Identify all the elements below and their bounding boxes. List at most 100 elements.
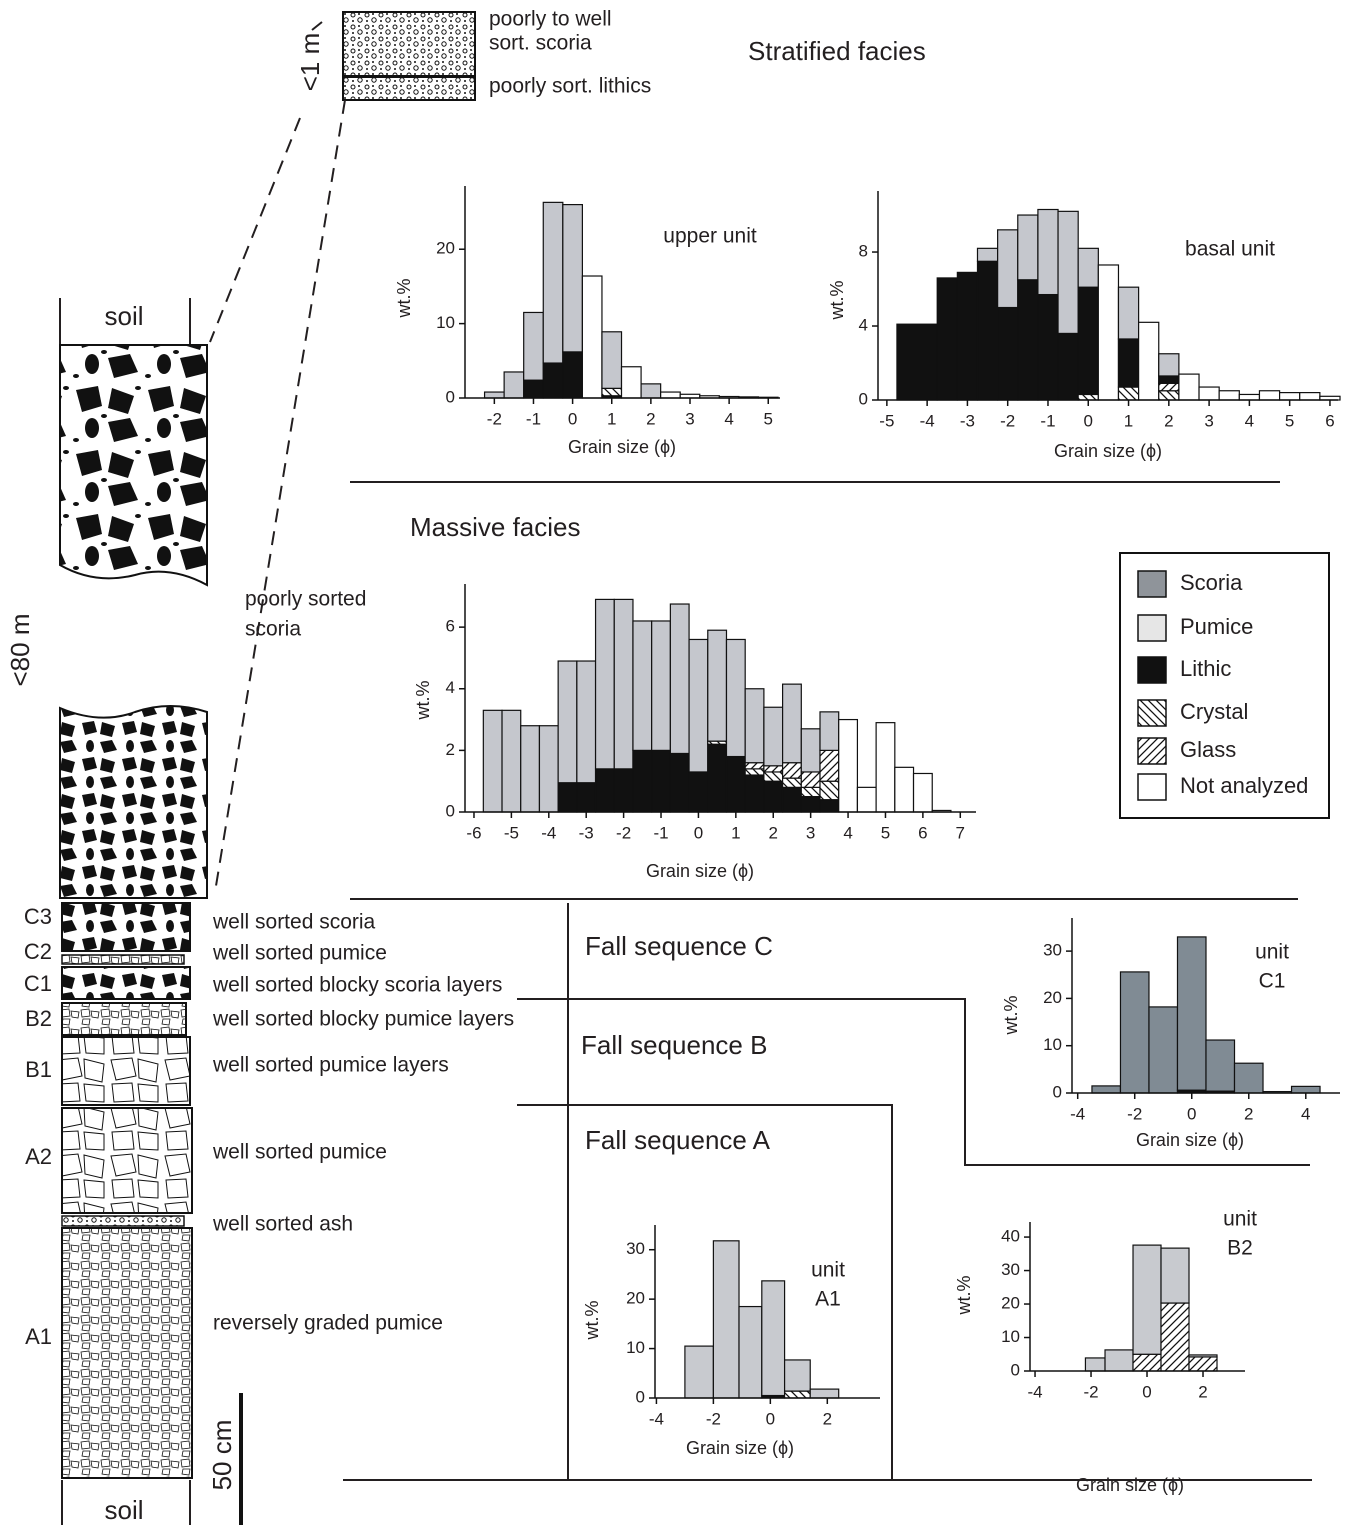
bar-segment [1057, 210, 1079, 335]
x-tick-label: -4 [920, 411, 935, 430]
column-layer [61, 1002, 187, 1036]
bar-segment [1299, 392, 1321, 401]
y-tick-label: 10 [626, 1338, 645, 1357]
bar-segment [976, 260, 999, 401]
y-tick-label: 0 [859, 389, 868, 408]
column-layer [61, 954, 185, 965]
x-tick-label: 0 [1187, 1104, 1196, 1123]
y-tick-label: 0 [1053, 1082, 1062, 1101]
column-thickness: <80 m [5, 614, 35, 687]
y-tick-label: 2 [446, 740, 455, 759]
section-title: Fall sequence A [585, 1125, 771, 1155]
bar-segment [557, 782, 578, 813]
inset-label: poorly sort. lithics [489, 75, 651, 98]
unit-label: B2 [25, 1006, 52, 1031]
x-tick-label: -2 [1127, 1104, 1142, 1123]
bar-segment [632, 620, 653, 751]
section-title: Stratified facies [748, 36, 926, 66]
chart-title: A1 [815, 1288, 841, 1311]
column-layer [59, 705, 208, 899]
x-tick-label: -5 [504, 823, 519, 842]
bar-segment [763, 780, 784, 813]
bar-segment [1198, 386, 1220, 401]
x-tick-label: 2 [1198, 1382, 1207, 1401]
bar-segment [1158, 390, 1180, 401]
column-layer [61, 1036, 191, 1106]
bar-segment [594, 598, 615, 770]
x-tick-label: 2 [1164, 411, 1173, 430]
bar-segment [1176, 936, 1207, 1091]
y-tick-label: 20 [436, 239, 455, 258]
y-tick-label: 10 [436, 313, 455, 332]
x-tick-label: 1 [731, 823, 740, 842]
bar-segment [1160, 1302, 1190, 1372]
bar-segment [783, 1390, 811, 1399]
bar-segment [542, 362, 564, 399]
legend-swatch [1137, 570, 1167, 598]
y-tick-label: 8 [859, 242, 868, 261]
x-tick-label: 6 [918, 823, 927, 842]
bar-segment [523, 379, 544, 399]
y-tick-label: 30 [1001, 1260, 1020, 1279]
bar-segment [1037, 293, 1059, 401]
column-edge [61, 1480, 191, 1525]
y-tick-label: 20 [1001, 1294, 1020, 1313]
x-tick-label: 3 [1204, 411, 1213, 430]
x-axis-label: Grain size (ϕ) [1076, 1475, 1184, 1495]
bar-segment [620, 366, 642, 399]
inset-label: sort. scoria [489, 32, 592, 55]
y-tick-label: 30 [626, 1239, 645, 1258]
y-axis-label: wt.% [954, 1275, 974, 1315]
column-layer [61, 1215, 185, 1227]
bar-segment [1178, 373, 1200, 401]
bar-segment [601, 387, 623, 397]
x-tick-label: -2 [616, 823, 631, 842]
x-tick-label: 0 [568, 409, 577, 428]
bar-segment [809, 1388, 840, 1399]
bar-segment [738, 1305, 763, 1399]
x-tick-label: 5 [881, 823, 890, 842]
column-layer [61, 1107, 193, 1214]
bar-segment [1132, 1353, 1162, 1372]
unit-label: C1 [24, 971, 52, 996]
bar-segment [1278, 392, 1301, 401]
bar-segment [1158, 375, 1180, 384]
section-title: Massive facies [410, 512, 581, 542]
bar-segment [651, 749, 671, 813]
bar-segment [763, 765, 784, 773]
legend-swatch [1137, 614, 1167, 642]
y-tick-label: 6 [446, 617, 455, 636]
leader-line [214, 99, 346, 893]
x-tick-label: 2 [646, 409, 655, 428]
bar-segment [1077, 286, 1099, 396]
y-tick-label: 0 [446, 801, 455, 820]
bar-segment [557, 660, 578, 784]
bar-segment [781, 683, 802, 764]
unit-description: well sorted scoria [212, 911, 376, 934]
y-axis-label: wt.% [413, 680, 433, 720]
bar-segment [581, 275, 603, 399]
column-layer [61, 902, 191, 952]
bar-segment [483, 391, 505, 399]
bar-segment [781, 777, 802, 788]
bar-segment [576, 660, 597, 784]
bar-segment [912, 772, 933, 813]
bar-segment [669, 603, 690, 755]
soil-label: soil [104, 301, 143, 331]
bar-segment [688, 638, 709, 773]
unit-description: well sorted blocky scoria layers [212, 974, 502, 997]
bar-segment [894, 766, 915, 813]
legend-label: Scoria [1180, 570, 1243, 595]
x-tick-label: 0 [1084, 411, 1093, 430]
y-tick-label: 30 [1043, 941, 1062, 960]
column-layer [59, 344, 208, 587]
bar-segment [800, 795, 821, 813]
x-tick-label: 2 [1244, 1104, 1253, 1123]
bar-segment [781, 762, 802, 779]
bar-segment [1104, 1349, 1134, 1372]
bar-segment [819, 749, 840, 782]
bar-segment [613, 768, 634, 813]
inset-label: poorly to well [489, 8, 612, 31]
x-tick-label: 0 [766, 1409, 775, 1428]
bar-segment [684, 1345, 714, 1399]
